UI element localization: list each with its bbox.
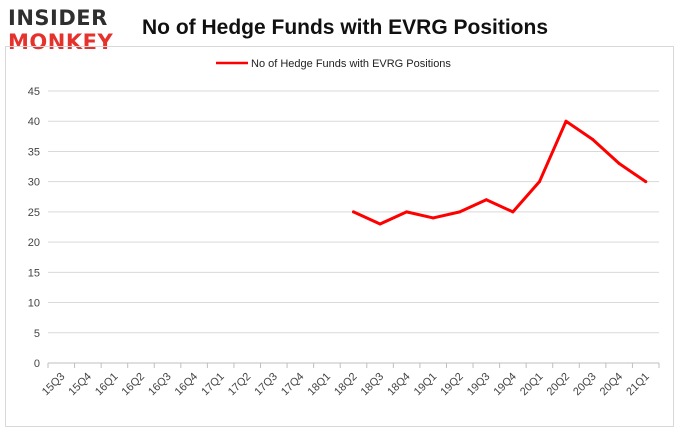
y-tick-label: 35 — [28, 146, 40, 158]
insider-monkey-logo: INSIDER MONKEY — [8, 6, 128, 56]
data-point — [378, 222, 382, 226]
series-layer — [352, 119, 648, 226]
y-tick-label: 15 — [28, 267, 40, 279]
x-tick-label: 19Q3 — [465, 371, 493, 399]
y-tick-label: 30 — [28, 177, 40, 189]
axis-layer: 0 5 10 15 20 25 30 35 40 45 15Q3 15Q4 16Q1 16Q2 16Q3 16… — [28, 86, 660, 399]
data-point — [511, 210, 515, 214]
x-tick-label: 20Q3 — [571, 371, 599, 399]
y-tick-label: 45 — [28, 86, 40, 98]
data-point — [537, 180, 541, 184]
y-tick-label: 20 — [28, 237, 40, 249]
x-tick-label: 17Q2 — [226, 371, 254, 399]
x-tick-label: 17Q4 — [279, 371, 307, 399]
x-tick-label: 17Q3 — [252, 371, 280, 399]
logo-line-insider: INSIDER — [8, 6, 108, 30]
x-tick-label: 20Q4 — [598, 371, 626, 399]
x-tick-label: 18Q2 — [332, 371, 360, 399]
x-tick-label: 19Q2 — [438, 371, 466, 399]
x-tick-label: 21Q1 — [624, 371, 652, 399]
x-tick-label: 20Q2 — [545, 371, 573, 399]
y-tick-label: 5 — [34, 328, 40, 340]
chart-frame — [5, 46, 674, 427]
data-point — [405, 210, 409, 214]
data-point — [484, 198, 488, 202]
x-tick-label: 15Q4 — [66, 371, 94, 399]
data-point — [431, 216, 435, 220]
logo-line-monkey: MONKEY — [8, 30, 114, 54]
data-point — [564, 119, 568, 123]
y-tick-label: 40 — [28, 116, 40, 128]
x-tick-label: 16Q2 — [120, 371, 148, 399]
data-point — [352, 210, 355, 214]
y-tick-label: 10 — [28, 298, 40, 310]
x-tick-label: 18Q1 — [306, 371, 334, 399]
x-tick-label: 16Q1 — [93, 371, 121, 399]
x-tick-label: 19Q4 — [491, 371, 519, 399]
grid-layer — [48, 90, 659, 364]
y-tick-label: 0 — [34, 358, 40, 370]
x-tick-label: 18Q3 — [359, 371, 387, 399]
legend: No of Hedge Funds with EVRG Positions — [216, 58, 451, 70]
x-tick-label: 20Q1 — [518, 371, 546, 399]
data-point — [591, 137, 595, 141]
x-tick-label: 18Q4 — [385, 371, 413, 399]
chart-title: No of Hedge Funds with EVRG Positions — [142, 16, 549, 39]
x-tick-label: 16Q4 — [173, 371, 201, 399]
x-tick-label: 16Q3 — [146, 371, 174, 399]
series-line — [352, 119, 648, 226]
data-point — [644, 180, 648, 184]
y-tick-label: 25 — [28, 207, 40, 219]
data-point — [617, 162, 621, 166]
x-tick-label: 15Q3 — [40, 371, 68, 399]
data-point — [458, 210, 462, 214]
x-tick-label: 17Q1 — [199, 371, 227, 399]
x-tick-label: 19Q1 — [412, 371, 440, 399]
legend-label: No of Hedge Funds with EVRG Positions — [251, 58, 451, 70]
